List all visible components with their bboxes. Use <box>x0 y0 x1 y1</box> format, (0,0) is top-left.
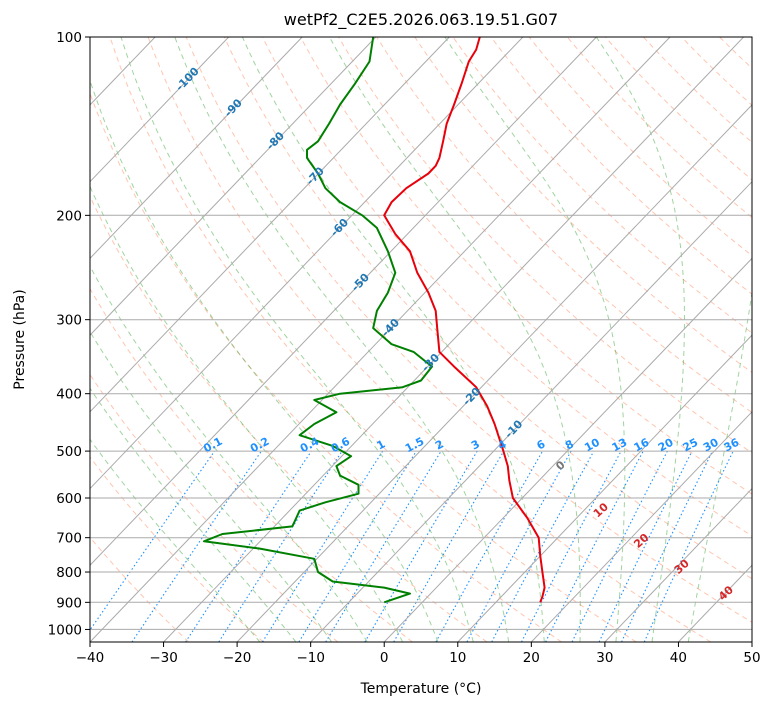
y-axis: 100 200 300 400 500 600 700 800 900 1000 <box>48 30 90 638</box>
y-tick-label: 900 <box>56 595 82 611</box>
mixing-ratio-line <box>435 450 544 642</box>
dry-adiabat <box>528 37 752 257</box>
mixing-ratio-line <box>598 450 693 642</box>
y-tick-label: 700 <box>56 531 82 547</box>
dry-adiabat <box>90 287 413 642</box>
x-tick-label: −10 <box>296 650 325 666</box>
mixing-ratio-line <box>364 450 478 642</box>
y-tick-label: 800 <box>56 565 82 581</box>
dry-adiabat <box>90 91 562 642</box>
moist-adiabat <box>90 78 439 642</box>
y-tick-label: 600 <box>56 491 82 507</box>
moist-adiabat <box>595 37 685 642</box>
dry-adiabat <box>490 37 752 295</box>
mixing-ratio-line <box>131 450 262 642</box>
mixing-ratio-line <box>262 450 384 642</box>
dry-adiabat <box>376 37 752 413</box>
isotherm-line <box>90 37 671 642</box>
x-axis-label: Temperature (°C) <box>360 681 482 697</box>
moist-adiabat <box>90 330 333 642</box>
mixing-ratio-line <box>325 450 442 642</box>
x-tick-label: 0 <box>380 650 389 666</box>
mixing-ratio-label: 25 <box>681 436 701 455</box>
mixing-ratio-label: 20 <box>656 436 676 455</box>
x-tick-label: 40 <box>670 650 687 666</box>
y-tick-label: 500 <box>56 444 82 460</box>
mixing-ratio-line <box>643 450 734 642</box>
profile-series <box>203 37 546 604</box>
y-tick-label: 200 <box>56 208 82 224</box>
plot-frame <box>89 36 753 643</box>
mixing-ratio-line <box>90 450 216 632</box>
dry-adiabat <box>643 37 752 143</box>
dry-adiabat <box>452 37 752 334</box>
temperature-profile-line <box>383 37 546 603</box>
isotherm-line <box>90 37 303 260</box>
isotherm-line <box>457 334 752 642</box>
x-tick-label: −30 <box>149 650 178 666</box>
mixing-ratio-line <box>466 450 572 642</box>
dry-adiabat <box>109 37 637 642</box>
y-tick-label: 400 <box>56 387 82 403</box>
mixing-ratio-label: 36 <box>722 436 742 455</box>
isotherm-line <box>90 37 450 413</box>
isotherm-line <box>383 257 752 642</box>
dry-adiabat <box>90 536 190 642</box>
mixing-ratio-line <box>621 450 713 642</box>
moist-adiabat <box>174 37 510 642</box>
mixing-ratio-line <box>393 450 505 642</box>
dewpoint-profile-line <box>203 37 433 604</box>
x-tick-label: 30 <box>596 650 613 666</box>
dry-adiabat <box>414 37 752 374</box>
y-tick-label: 1000 <box>48 622 82 638</box>
chart-title: wetPf2_C2E5.2026.063.19.51.G07 <box>284 10 558 30</box>
mixing-ratio-label: 10 <box>582 436 602 455</box>
y-tick-label: 300 <box>56 313 82 329</box>
dry-adiabat <box>223 37 752 580</box>
x-tick-label: −40 <box>76 650 105 666</box>
moist-adiabat <box>90 185 404 642</box>
mixing-ratio-line <box>218 450 343 642</box>
mixing-ratio-label: 13 <box>610 436 630 455</box>
x-tick-label: 50 <box>743 650 760 666</box>
moist-adiabat <box>329 37 581 642</box>
dry-adiabat <box>90 456 264 642</box>
isotherm-line <box>310 180 752 642</box>
mixing-ratio-lines <box>90 450 734 642</box>
dry-adiabat <box>566 37 752 219</box>
dry-adiabats <box>90 37 752 642</box>
x-axis: −40 −30 −20 −10 0 10 20 30 40 50 <box>76 642 761 666</box>
isotherm-line <box>90 37 524 490</box>
mixing-ratio-line <box>491 450 595 642</box>
grid-lines <box>90 37 752 642</box>
dry-adiabat <box>604 37 752 181</box>
y-axis-label: Pressure (hPa) <box>12 289 28 389</box>
x-tick-label: 20 <box>523 650 540 666</box>
dry-adiabat <box>90 195 488 642</box>
isotherm-line <box>90 37 377 336</box>
x-tick-label: −20 <box>223 650 252 666</box>
isotherm-line <box>236 104 752 642</box>
dry-adiabat <box>147 37 712 642</box>
x-tick-label: 10 <box>449 650 466 666</box>
mixing-ratio-label: 16 <box>632 436 652 455</box>
moist-adiabat <box>90 265 368 642</box>
moist-adiabat <box>687 289 752 642</box>
isotherm-line <box>90 37 597 566</box>
isotherm-line <box>163 37 744 642</box>
mixing-ratio-line <box>298 450 417 642</box>
dry-adiabat <box>300 37 752 495</box>
mixing-ratio-label: 30 <box>701 436 721 455</box>
isotherm-line <box>604 487 752 642</box>
isotherm-line <box>530 411 752 642</box>
moist-adiabats <box>90 37 752 642</box>
isotherm-line <box>90 37 230 183</box>
moist-adiabat <box>444 37 626 642</box>
moist-adiabat <box>241 37 545 642</box>
y-tick-label: 100 <box>56 30 82 46</box>
